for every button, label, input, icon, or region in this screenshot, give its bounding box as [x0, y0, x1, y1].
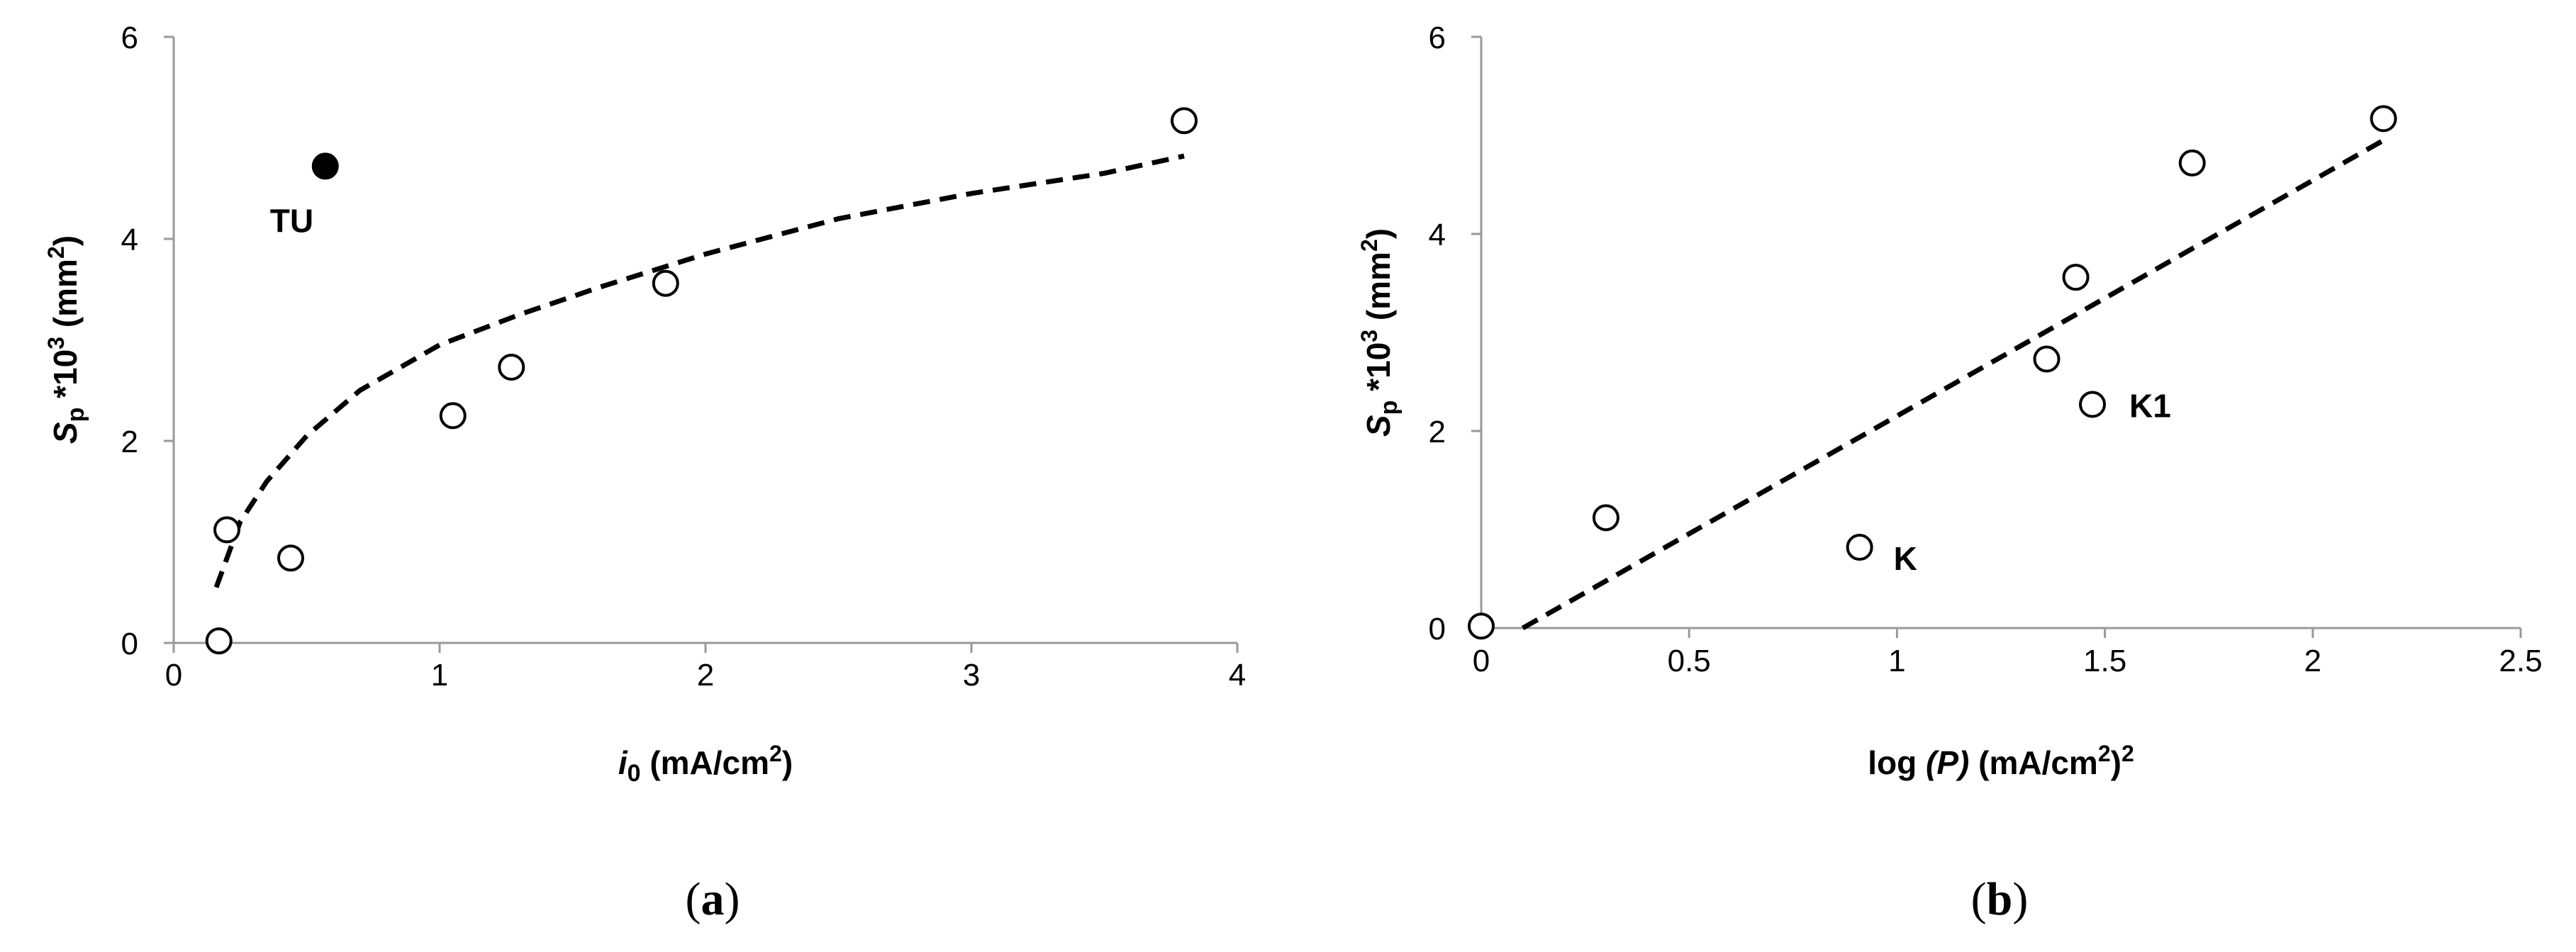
x-axis-title-var: i	[618, 744, 628, 781]
x-tick-label: 1	[431, 658, 448, 693]
panel-label-paren: (	[686, 873, 701, 925]
panel-label-letter: b	[1987, 873, 2013, 925]
y-tick-label: 6	[121, 21, 138, 55]
data-point	[2033, 345, 2061, 373]
x-axis-title-text: (mA/cm	[1969, 744, 2097, 781]
data-point	[652, 269, 679, 297]
data-point	[1468, 612, 1495, 640]
y-tick-label: 2	[1429, 415, 1446, 449]
y-axis-title: Sp *103 (mm2)	[1356, 228, 1403, 437]
y-axis-title-text: *10	[47, 349, 84, 408]
y-axis-title: Sp *103 (mm2)	[43, 235, 89, 444]
x-axis-title-text: log	[1868, 744, 1926, 781]
panel-label-paren: )	[725, 873, 740, 925]
x-axis-title-sup: 2	[2121, 741, 2134, 766]
y-axis-title-sup: 3	[43, 337, 69, 349]
y-axis-title-sub: p	[62, 408, 89, 422]
panel-label-letter: a	[701, 873, 725, 925]
y-axis-title-text: (mm	[1360, 252, 1397, 330]
x-axis-title-sup: 2	[2098, 741, 2111, 766]
x-tick-label: 2.5	[2499, 644, 2542, 678]
x-axis-title-text: )	[782, 744, 793, 781]
data-point	[2062, 264, 2090, 291]
data-point	[1846, 534, 1873, 561]
x-tick-label: 1.5	[2083, 644, 2126, 678]
y-axis-title-group: Sp *103 (mm2)	[43, 235, 89, 444]
y-tick-label: 6	[1429, 21, 1446, 55]
y-axis-title-sub: p	[1376, 401, 1403, 415]
x-tick-label: 0	[1473, 644, 1490, 678]
y-tick-label: 2	[121, 425, 138, 459]
x-tick-label: 1	[1888, 644, 1905, 678]
y-axis-title-group: Sp *103 (mm2)	[1356, 228, 1403, 437]
data-point	[205, 627, 233, 655]
data-point	[2178, 149, 2206, 177]
x-tick-label: 2	[2304, 644, 2321, 678]
x-axis-title-sub: 0	[628, 760, 641, 787]
x-axis-title-var: (P)	[1926, 744, 1969, 781]
x-tick-label: 3	[963, 658, 980, 693]
panel-label-paren: )	[2012, 873, 2028, 925]
x-axis-title-text: )	[2111, 744, 2121, 781]
annotation-label: TU	[270, 202, 313, 239]
annotation-label: K	[1894, 540, 1917, 577]
data-point	[277, 544, 304, 572]
data-point	[498, 353, 525, 381]
y-tick-label: 0	[1429, 612, 1446, 646]
annotation-label: K1	[2129, 387, 2171, 424]
x-axis-title: i0 (mA/cm2)	[618, 741, 793, 787]
data-point	[1592, 504, 1619, 532]
x-tick-label: 0.5	[1668, 644, 1711, 678]
fit-line	[1521, 138, 2385, 631]
fit-line	[213, 153, 1185, 588]
x-tick-label: 2	[697, 658, 714, 693]
y-axis-title-text: *10	[1360, 342, 1397, 401]
y-axis-title-sup: 2	[43, 246, 69, 259]
data-point	[2370, 105, 2397, 133]
y-axis-title-sup: 3	[1356, 330, 1382, 342]
data-point	[1171, 107, 1198, 135]
y-axis-title-var: S	[1360, 415, 1397, 437]
y-axis-title-sup: 2	[1356, 239, 1382, 252]
x-axis-title-text: (mA/cm	[641, 744, 769, 781]
data-point	[2079, 391, 2107, 418]
data-point-filled	[311, 152, 339, 180]
y-tick-label: 4	[121, 223, 138, 257]
y-axis-title-text: )	[47, 235, 84, 246]
y-axis-title-var: S	[47, 422, 84, 444]
x-axis-title-sup: 2	[769, 741, 782, 766]
x-axis-title: log (P) (mA/cm2)2	[1868, 741, 2134, 781]
panel-label: (a)	[686, 873, 740, 925]
x-tick-label: 4	[1229, 658, 1246, 693]
y-tick-label: 0	[121, 627, 138, 661]
y-axis-title-text: (mm	[47, 259, 84, 337]
data-point	[439, 402, 467, 430]
panel-label: (b)	[1971, 873, 2029, 925]
x-tick-label: 0	[165, 658, 182, 693]
panel-label-paren: (	[1971, 873, 1987, 925]
data-point	[213, 516, 240, 544]
y-axis-title-text: )	[1360, 228, 1397, 239]
y-tick-label: 4	[1429, 218, 1446, 252]
